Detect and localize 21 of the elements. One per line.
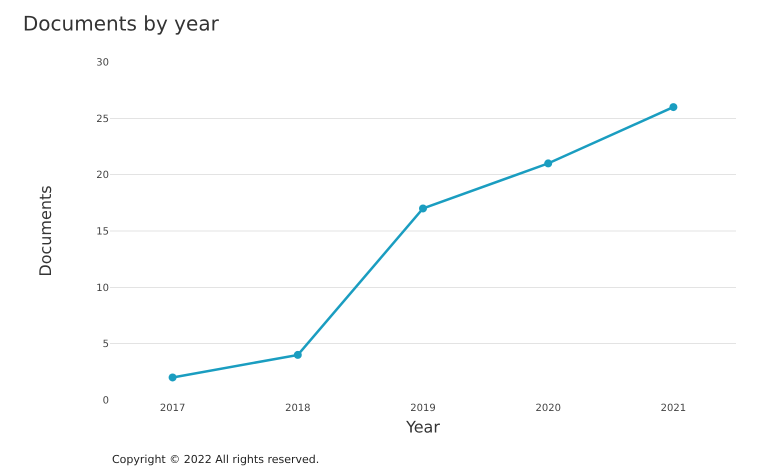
y-tick-label: 5 — [102, 339, 109, 350]
x-axis-title: Year — [405, 418, 440, 437]
point — [669, 103, 678, 112]
x-tick-label: 2017 — [160, 403, 186, 414]
point — [419, 204, 427, 212]
point — [544, 159, 552, 168]
point — [294, 350, 302, 359]
x-tick-label: 2020 — [535, 403, 561, 414]
x-tick-label: 2021 — [660, 403, 686, 414]
y-axis-title: Documents — [36, 185, 56, 277]
y-tick-label: 30 — [96, 58, 109, 68]
y-tick-label: 25 — [96, 114, 109, 125]
text: Copyright © 2022 All rights reserved. — [112, 453, 320, 466]
x-tick-label: 2019 — [410, 403, 436, 414]
chart-title: Documents by year — [22, 12, 220, 36]
y-tick-label: 15 — [96, 226, 109, 238]
y-tick-label: 20 — [96, 170, 109, 182]
x-tick-label: 2018 — [285, 403, 311, 414]
y-tick-label: 10 — [96, 282, 109, 294]
y-tick-label: 0 — [102, 396, 109, 406]
point — [168, 373, 177, 382]
